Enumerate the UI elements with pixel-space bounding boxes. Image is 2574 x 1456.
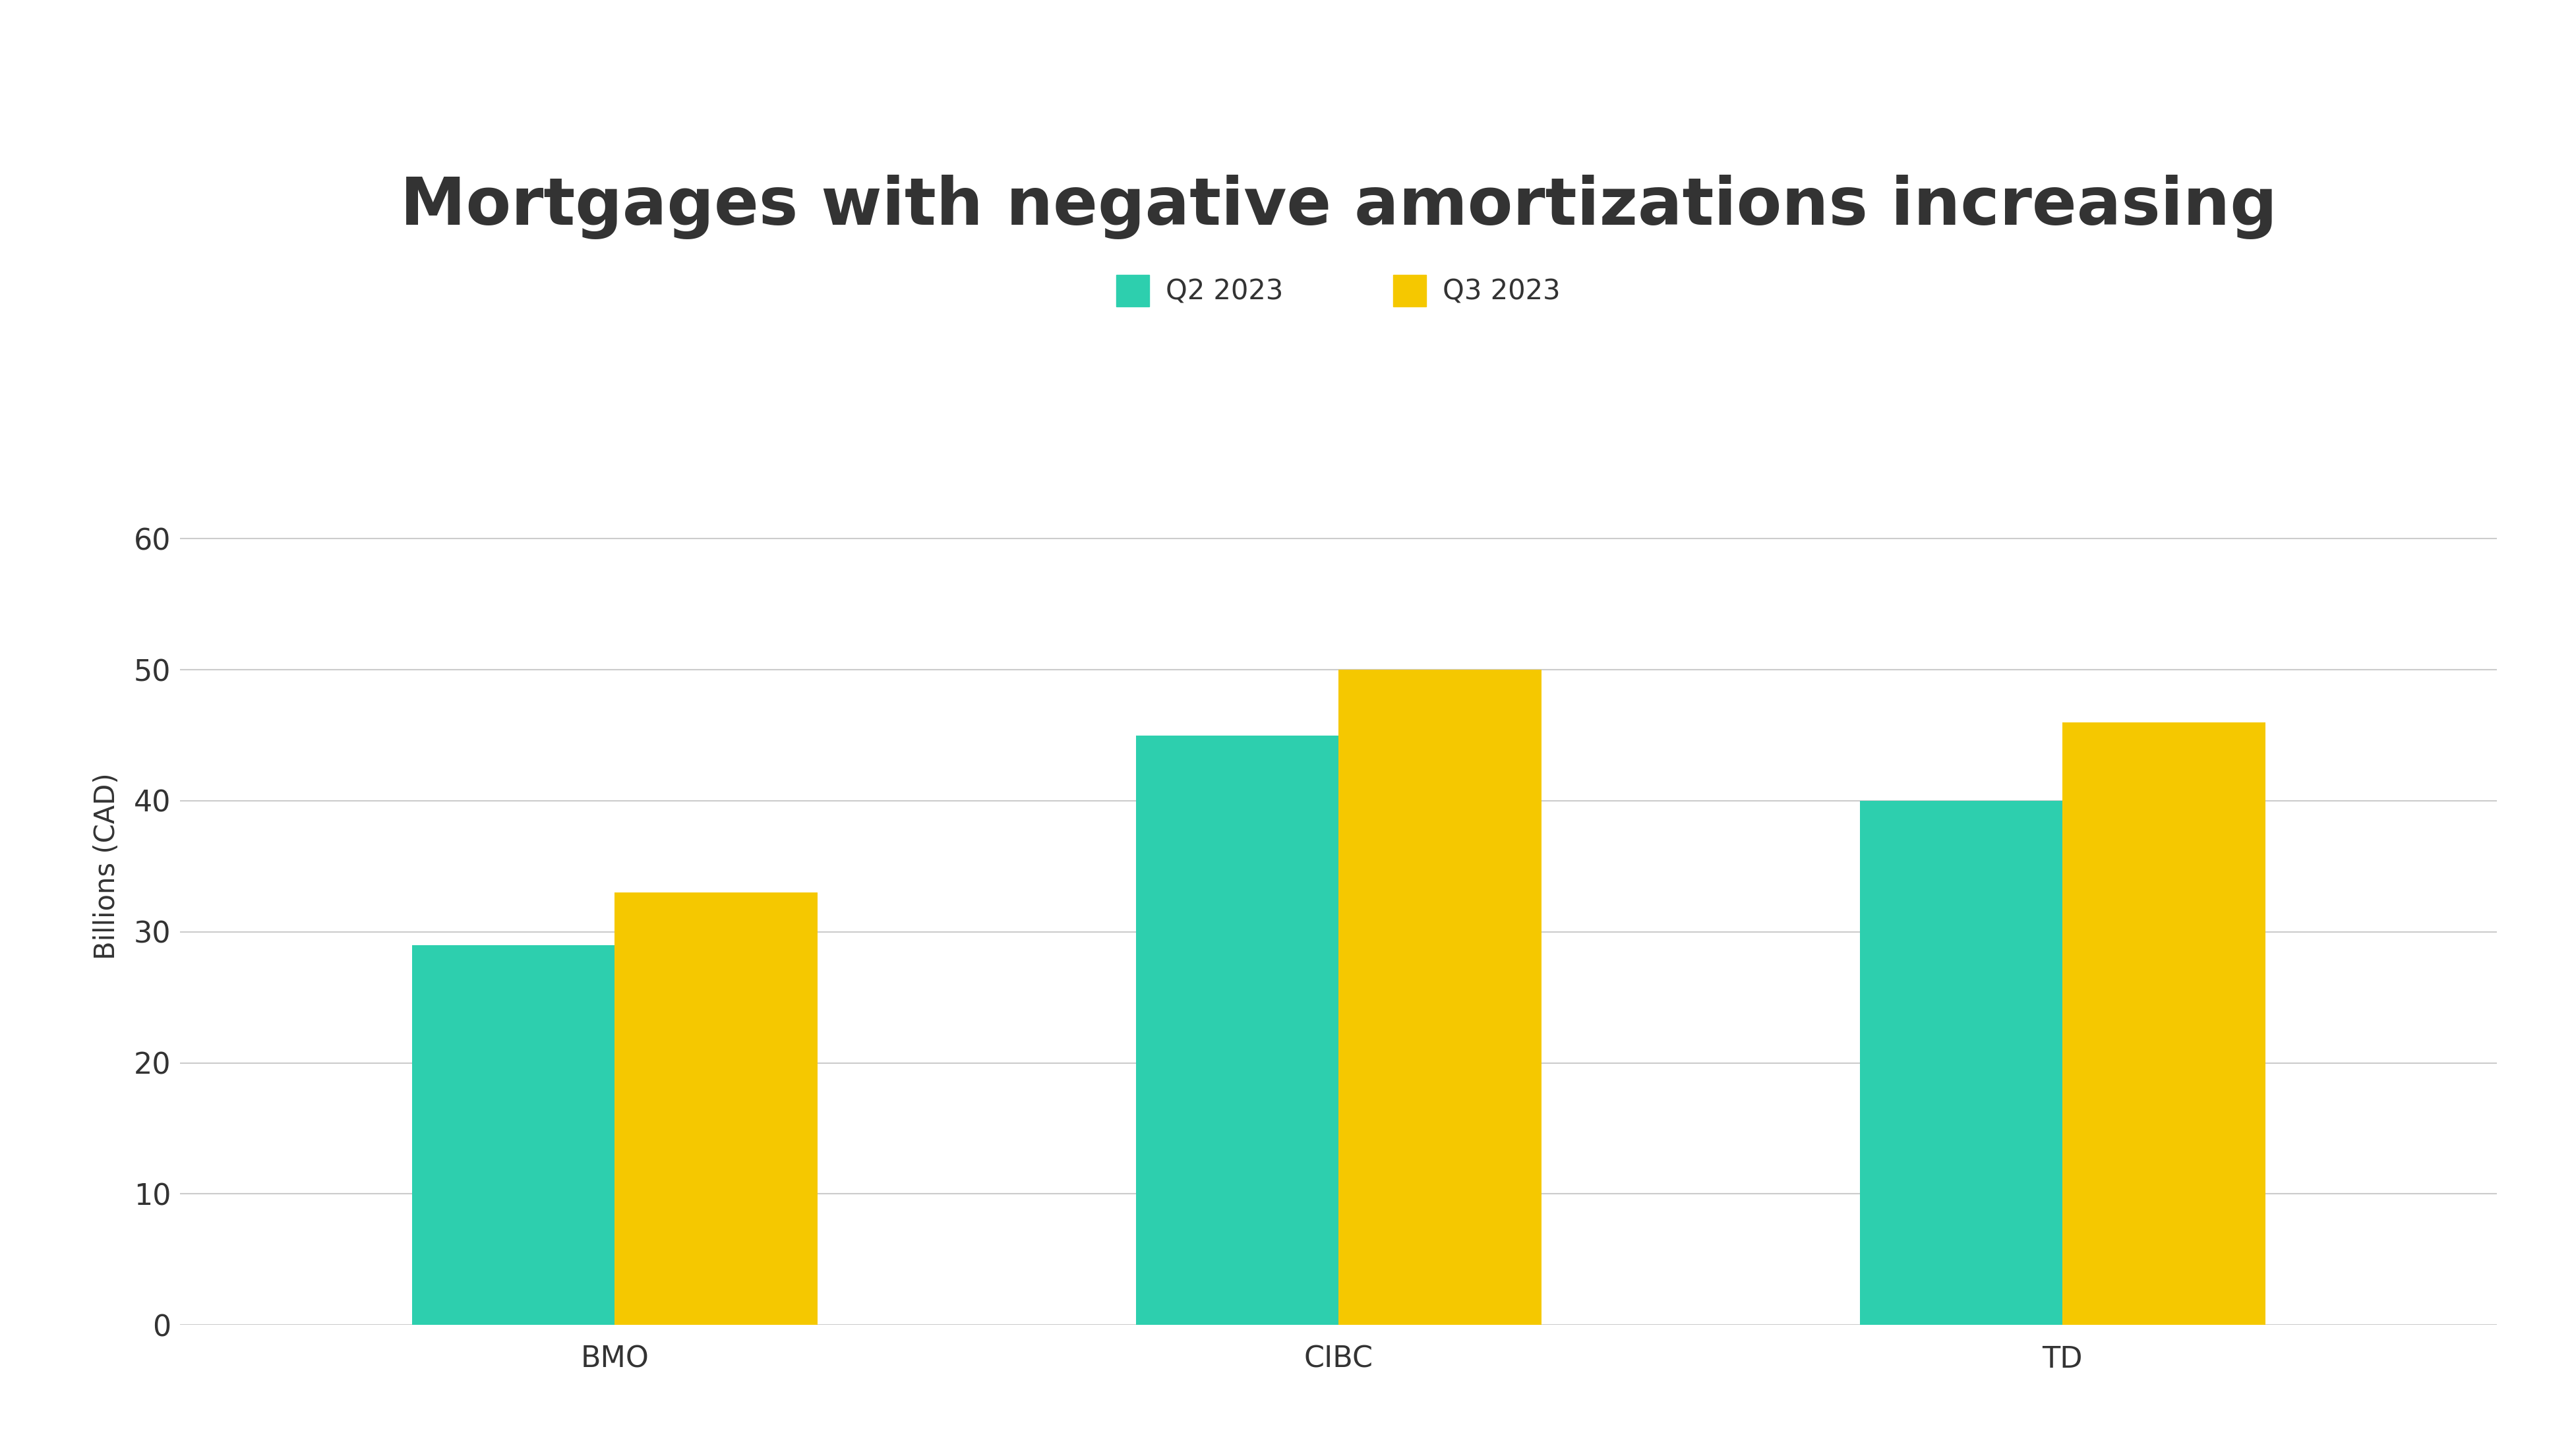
Bar: [1858, 801, 2062, 1325]
Bar: [1338, 670, 1542, 1325]
Legend: Q2 2023, Q3 2023: Q2 2023, Q3 2023: [1117, 275, 1560, 306]
Bar: [412, 945, 615, 1325]
Bar: [2062, 722, 2265, 1325]
Y-axis label: Billions (CAD): Billions (CAD): [93, 773, 121, 960]
Bar: [1135, 735, 1338, 1325]
Bar: [615, 893, 819, 1325]
Title: Mortgages with negative amortizations increasing: Mortgages with negative amortizations in…: [399, 175, 2278, 239]
